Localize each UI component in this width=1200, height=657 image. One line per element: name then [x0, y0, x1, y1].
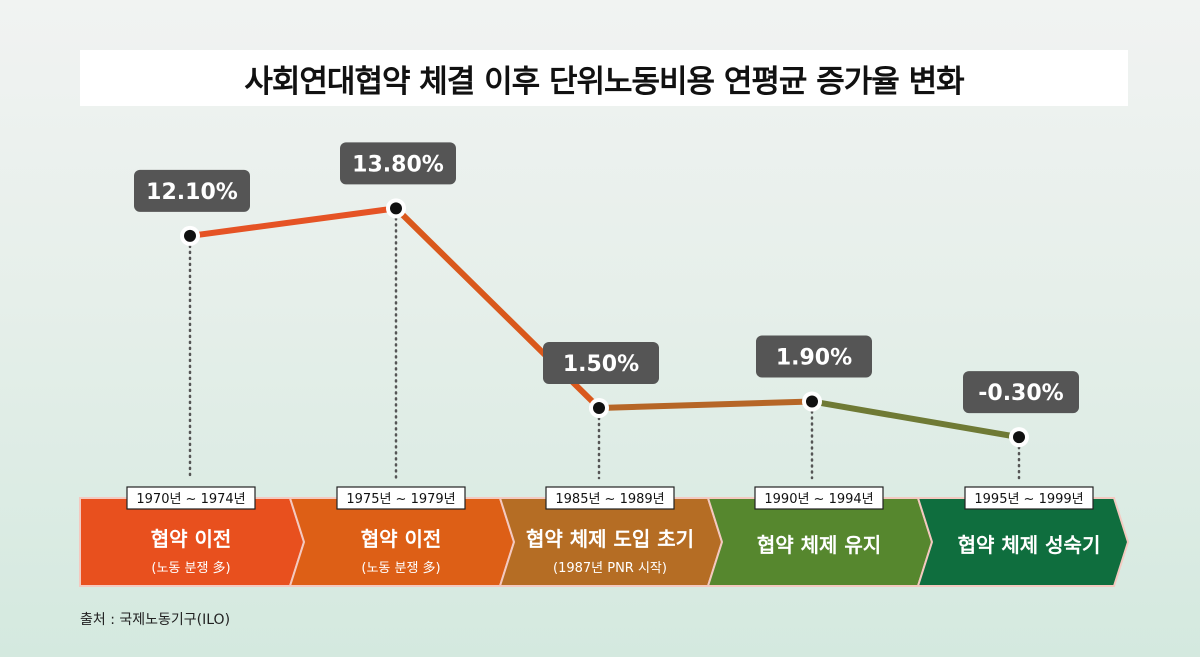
value-label: 12.10%	[146, 180, 238, 205]
phase-sublabel: (노동 분쟁 多)	[151, 560, 230, 576]
data-point	[1013, 431, 1025, 444]
value-label: 1.50%	[563, 352, 639, 377]
period-box	[964, 486, 1094, 510]
phase-segment	[916, 497, 1130, 587]
value-label-box	[963, 371, 1079, 414]
phase-label: 협약 이전	[361, 527, 442, 551]
phase-sublabel: (1987년 PNR 시작)	[553, 561, 667, 576]
data-point	[184, 229, 196, 242]
value-labels: 12.10% 13.80% 1.50% 1.90% -0.30%	[134, 142, 1079, 414]
line-segment	[809, 398, 1022, 441]
value-label: 13.80%	[352, 152, 444, 177]
value-label-box	[134, 169, 250, 212]
value-label: 1.90%	[776, 345, 852, 370]
phase-label: 협약 체제 성숙기	[958, 533, 1101, 557]
value-label: -0.30%	[978, 381, 1063, 406]
phase-label: 협약 체제 유지	[757, 533, 881, 557]
data-point	[806, 395, 818, 408]
chart-title: 사회연대협약 체결 이후 단위노동비용 연평균 증가율 변화	[244, 63, 964, 100]
data-point	[593, 401, 605, 414]
data-point	[390, 202, 402, 215]
period-box	[126, 486, 256, 510]
value-label-box	[756, 335, 872, 378]
phase-label: 협약 체제 도입 초기	[526, 527, 694, 551]
guide-lines	[188, 217, 1021, 480]
line-segment	[596, 398, 815, 411]
chart-title-box: 사회연대협약 체결 이후 단위노동비용 연평균 증가율 변화	[80, 50, 1128, 106]
period-box	[336, 486, 466, 510]
period-box	[754, 486, 884, 510]
period-box	[545, 486, 675, 510]
period-label: 1985년 ~ 1989년	[555, 492, 664, 507]
line-segment	[187, 205, 399, 239]
period-label: 1990년 ~ 1994년	[764, 492, 873, 507]
data-points	[180, 198, 1029, 448]
value-label-box	[340, 142, 456, 185]
phase-label: 협약 이전	[151, 527, 232, 551]
period-label: 1995년 ~ 1999년	[974, 492, 1083, 507]
period-label: 1970년 ~ 1974년	[136, 492, 245, 507]
value-label-box	[543, 341, 659, 384]
phase-sublabel: (노동 분쟁 多)	[361, 560, 440, 576]
period-label: 1975년 ~ 1979년	[346, 492, 455, 507]
source-note: 출처 : 국제노동기구(ILO)	[80, 612, 231, 628]
